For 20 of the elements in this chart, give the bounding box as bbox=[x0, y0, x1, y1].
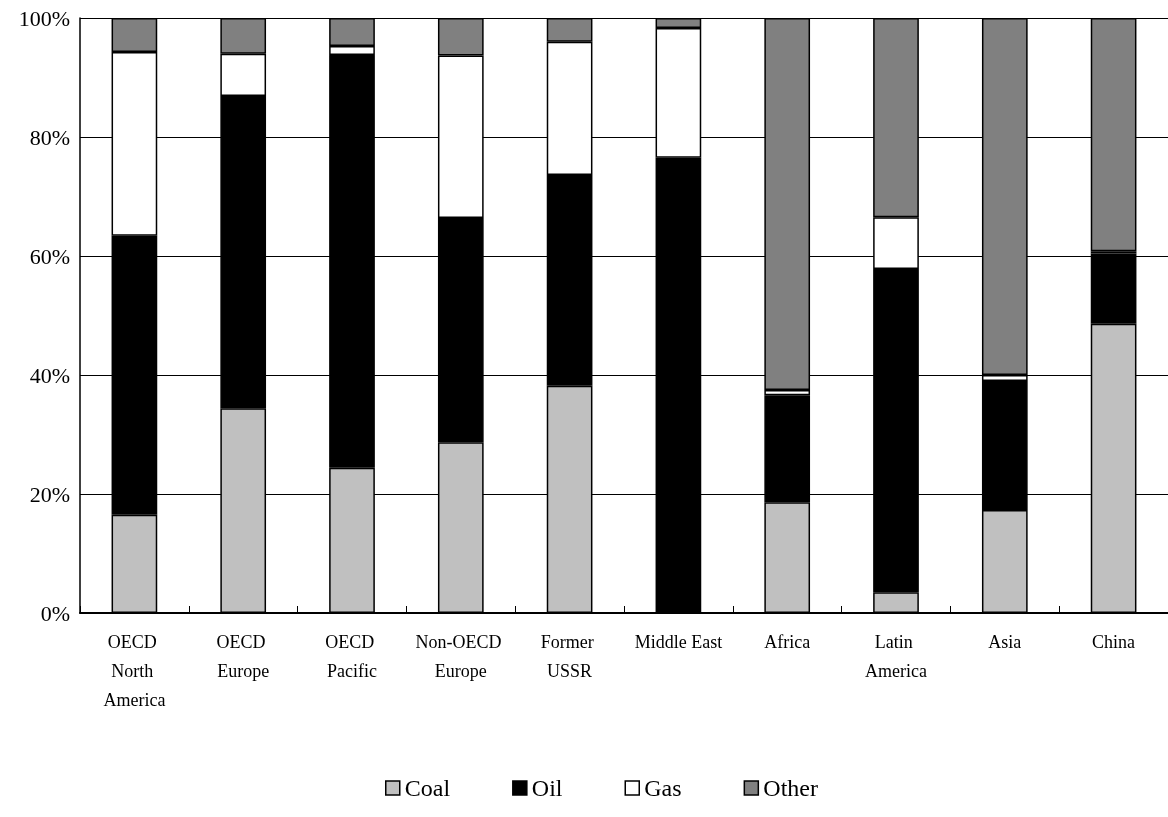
x-tick-label: OECD North America bbox=[103, 631, 166, 710]
y-tick-label: 100% bbox=[18, 5, 70, 31]
legend-label: Gas bbox=[644, 775, 682, 801]
x-tick-label: Africa bbox=[764, 631, 811, 652]
y-tick-label: 60% bbox=[29, 243, 70, 269]
legend-label: Other bbox=[763, 775, 818, 801]
legend-label: Oil bbox=[531, 775, 563, 801]
x-tick-label: OECD Europe bbox=[216, 631, 270, 681]
x-tick-label: Asia bbox=[988, 631, 1022, 652]
y-tick-label: 80% bbox=[29, 124, 70, 150]
y-tick-label: 40% bbox=[29, 362, 70, 388]
x-tick-label: Latin America bbox=[865, 631, 927, 681]
x-tick-label: OECD Pacific bbox=[325, 631, 379, 681]
y-tick-label: 20% bbox=[29, 481, 70, 507]
x-tick-label: Former USSR bbox=[540, 631, 599, 681]
y-tick-label: 0% bbox=[40, 600, 70, 626]
x-tick-label: Middle East bbox=[634, 631, 723, 652]
x-tick-label: China bbox=[1092, 631, 1136, 652]
x-tick-label: Non-OECD Europe bbox=[415, 631, 507, 681]
legend-label: Coal bbox=[404, 775, 451, 801]
